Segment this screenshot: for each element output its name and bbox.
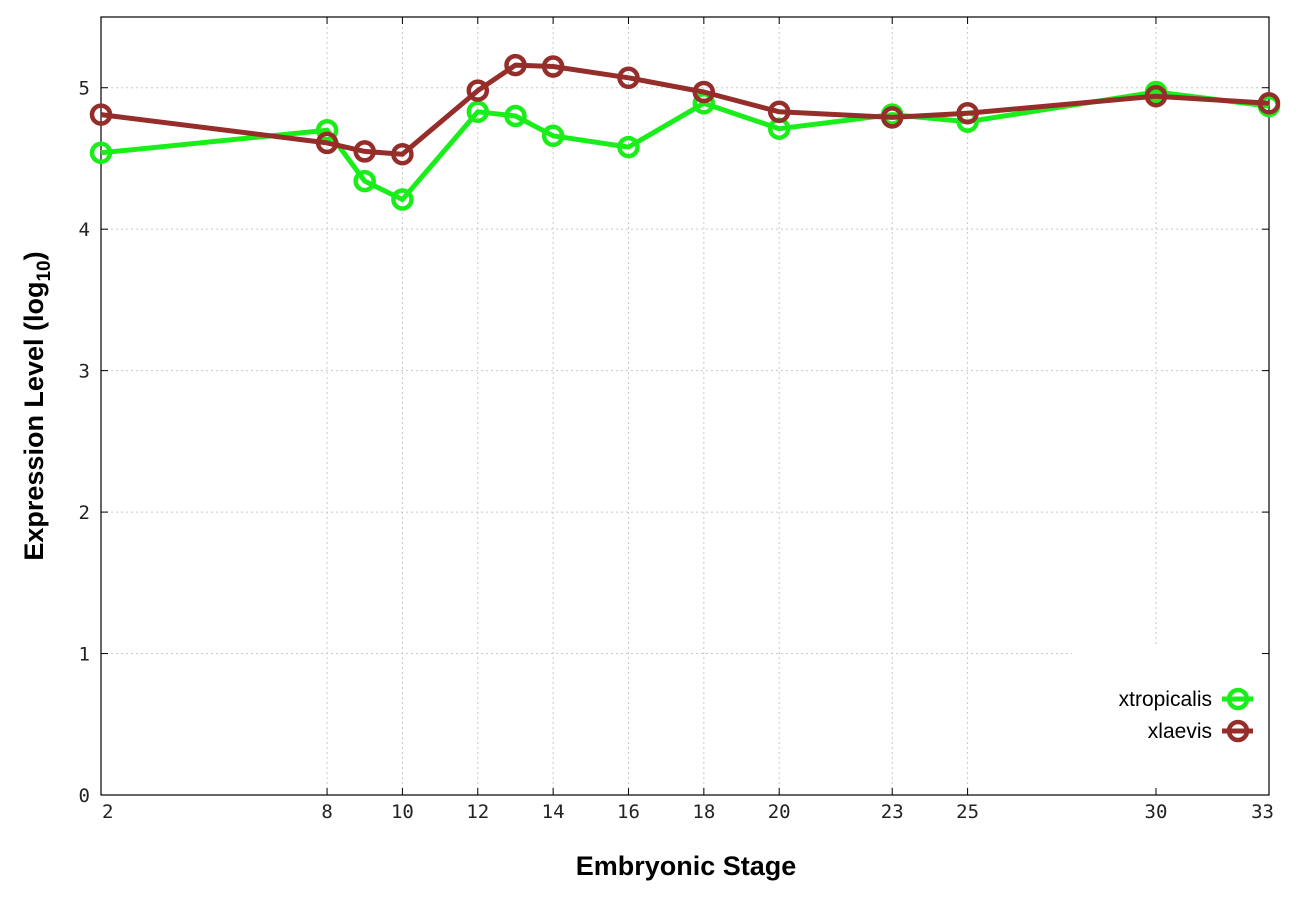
x-tick-label-33: 33 — [1251, 801, 1274, 823]
series-line-xtropicalis — [100, 89, 1270, 202]
point-xlaevis-16 — [617, 66, 640, 90]
point-xlaevis-30 — [1144, 84, 1168, 108]
y-axis-title-main: Expression Level — [19, 339, 49, 561]
point-xlaevis-12 — [466, 79, 490, 102]
point-xlaevis-14 — [541, 55, 565, 78]
legend-item-xtropicalis: xtropicalis — [1119, 687, 1253, 711]
point-xlaevis-10 — [391, 142, 414, 166]
legend: xtropicalis xlaevis — [1119, 687, 1253, 743]
x-tick-label-16: 16 — [617, 801, 640, 823]
point-xtropicalis-2 — [89, 141, 113, 165]
y-tick-label-5: 5 — [79, 78, 90, 100]
x-tick-label-18: 18 — [692, 801, 715, 823]
x-tick-label-25: 25 — [956, 801, 979, 823]
x-tick-label-30: 30 — [1145, 801, 1168, 823]
point-xtropicalis-13 — [504, 104, 527, 128]
y-tick-label-1: 1 — [79, 644, 90, 666]
y-tick-label-0: 0 — [79, 785, 90, 807]
legend-label-xtropicalis: xtropicalis — [1119, 688, 1212, 711]
x-tick-label-8: 8 — [321, 801, 332, 823]
legend-swatch-marker-xtropicalis — [1226, 687, 1250, 711]
x-tick-label-14: 14 — [542, 801, 565, 823]
x-tick-label-12: 12 — [466, 801, 489, 823]
point-xtropicalis-10 — [391, 188, 414, 211]
point-xlaevis-9 — [353, 140, 376, 163]
y-tick-label-3: 3 — [79, 361, 90, 383]
x-tick-label-2: 2 — [102, 801, 113, 823]
x-tick-label-23: 23 — [881, 801, 904, 823]
y-axis-title-subscript: 10 — [34, 260, 55, 281]
point-xlaevis-23 — [880, 106, 904, 129]
point-xlaevis-20 — [767, 100, 791, 124]
point-xlaevis-8 — [315, 131, 339, 155]
point-xtropicalis-14 — [541, 124, 565, 148]
y-axis-title-log: log — [19, 282, 49, 323]
y-tick-label-2: 2 — [79, 502, 90, 524]
point-xtropicalis-16 — [617, 135, 640, 159]
legend-background — [1072, 645, 1268, 793]
series-xlaevis — [89, 53, 1281, 166]
point-xtropicalis-12 — [466, 100, 490, 124]
x-tick-label-10: 10 — [391, 801, 414, 823]
y-axis-title-paren-open: ( — [19, 322, 49, 339]
point-xlaevis-18 — [692, 80, 716, 104]
point-xtropicalis-9 — [353, 169, 376, 193]
x-tick-label-20: 20 — [768, 801, 791, 823]
y-axis-title-paren-close: ) — [19, 251, 49, 260]
series-layer — [89, 53, 1281, 211]
point-xlaevis-2 — [89, 103, 113, 126]
series-line-xlaevis — [100, 62, 1270, 157]
point-xtropicalis-8 — [315, 118, 339, 142]
point-xlaevis-25 — [956, 101, 979, 125]
y-tick-label-4: 4 — [79, 219, 90, 241]
plot-border — [100, 16, 1270, 796]
y-axis-title: Expression Level (log10) — [19, 251, 55, 560]
point-xlaevis-13 — [504, 53, 527, 77]
legend-item-xlaevis: xlaevis — [1148, 719, 1253, 743]
legend-label-xlaevis: xlaevis — [1148, 720, 1212, 743]
point-xlaevis-33 — [1257, 92, 1281, 115]
x-axis-title: Embryonic Stage — [576, 851, 797, 881]
axes — [100, 16, 1270, 796]
series-xtropicalis — [89, 80, 1281, 211]
legend-swatch-marker-xlaevis — [1226, 719, 1250, 743]
